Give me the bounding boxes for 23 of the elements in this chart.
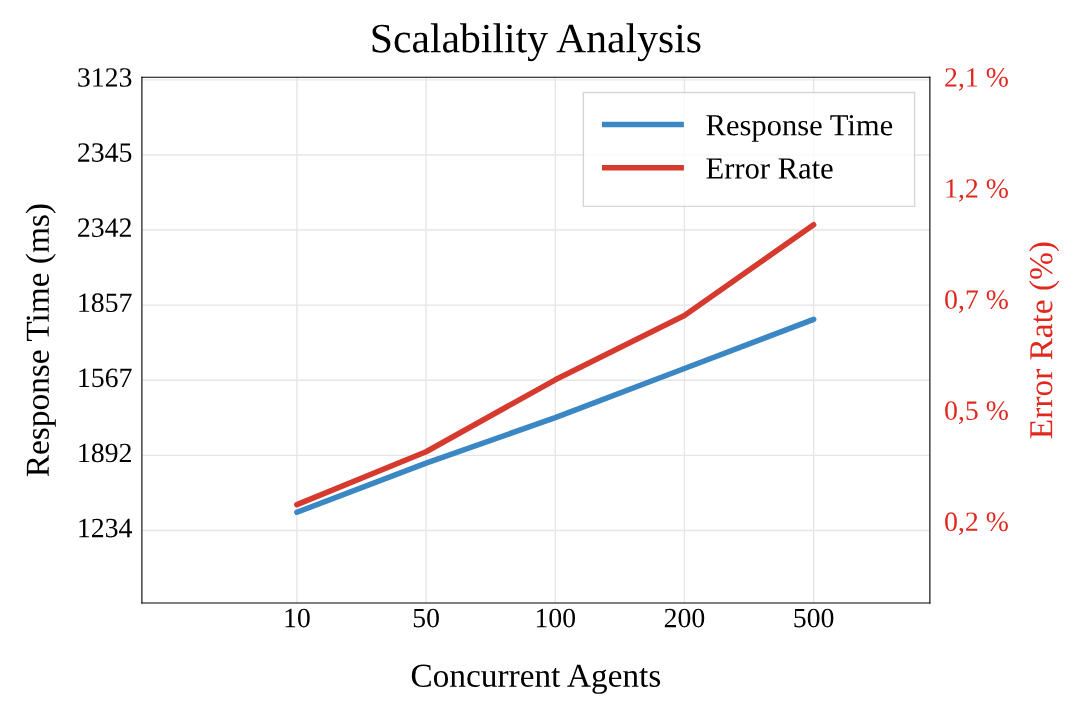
x-axis-title: Concurrent Agents [411, 664, 661, 694]
x-tick-label: 100 [536, 608, 576, 628]
text: 1234 [79, 518, 133, 538]
text: 1857 [79, 293, 132, 313]
text: 0,7 % [945, 290, 1008, 313]
text: 0,5 % [945, 401, 1008, 425]
x-tick-label: 10 [285, 608, 310, 628]
x-tick-label: 50 [413, 608, 439, 628]
legend-label: Response Time [706, 115, 893, 142]
y-axis-title: Response Time (ms) [25, 204, 56, 477]
x-tick-label: 500 [794, 608, 834, 628]
text: 3123 [78, 68, 132, 87]
x-tick-label: 200 [664, 608, 705, 628]
text: 2345 [78, 143, 132, 162]
text: 1,2 % [946, 179, 1008, 202]
text: 1892 [79, 443, 131, 463]
text: 2342 [78, 218, 131, 238]
text: 1567 [79, 368, 132, 388]
text: 0,2 % [945, 512, 1008, 536]
text: 2,1 % [945, 68, 1008, 91]
chart-title: Scalability Analysis [372, 23, 701, 62]
y2-axis-title: Error Rate (%) [1029, 242, 1060, 439]
legend-label: Error Rate [706, 158, 833, 179]
